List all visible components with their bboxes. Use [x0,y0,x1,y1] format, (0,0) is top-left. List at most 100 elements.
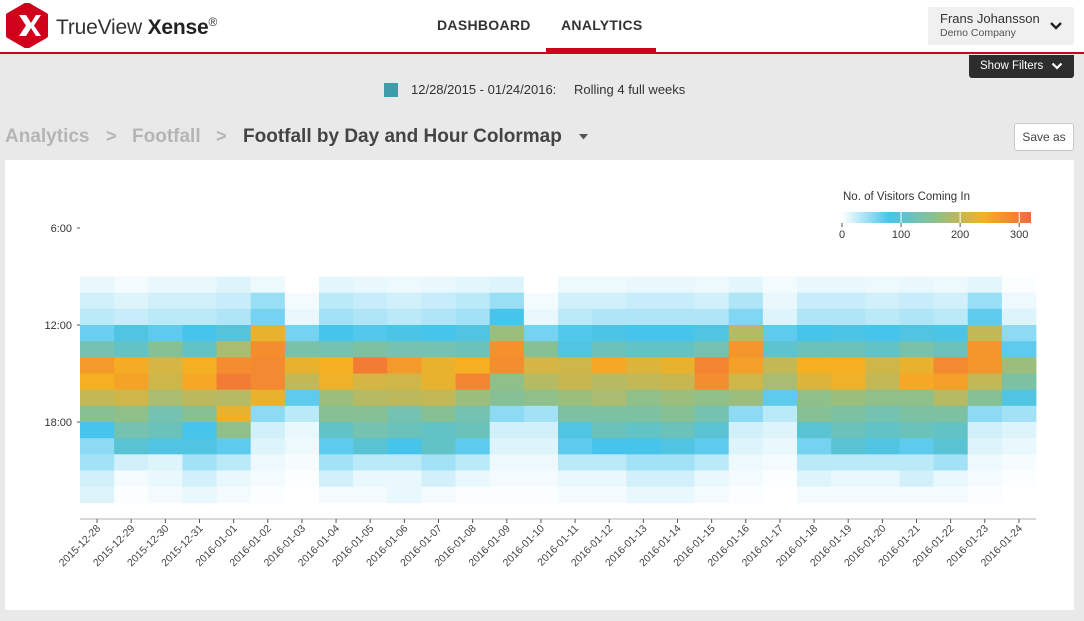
heatmap-cell [319,486,354,504]
heatmap-cell [865,357,900,374]
heatmap-cell [1001,454,1037,471]
heatmap-cell [114,422,149,439]
heatmap-cell [728,292,764,310]
heatmap-cell [284,357,320,374]
y-tick-label: 12:00 [44,320,72,332]
heatmap-cell [797,438,832,455]
heatmap-cell [933,341,969,358]
heatmap-cell [148,357,183,374]
period-range: 12/28/2015 - 01/24/2016: [411,82,557,97]
heatmap-cell [421,373,456,391]
heatmap-cell [455,292,491,310]
heatmap-cell [80,276,115,294]
heatmap-cell [967,486,1003,504]
nav-dashboard[interactable]: DASHBOARD [437,17,531,33]
heatmap-cell [284,486,320,504]
heatmap-cell [489,470,525,488]
heatmap-cell [967,438,1003,455]
heatmap-cell [728,470,764,488]
heatmap-cell [831,422,866,439]
heatmap-cell [182,276,217,294]
show-filters-label: Show Filters [980,60,1044,72]
heatmap-cell [694,389,730,407]
heatmap-cell [933,357,969,374]
heatmap-cell [660,292,695,310]
heatmap-cell [250,438,286,455]
heatmap-cell [353,470,388,488]
save-as-button[interactable]: Save as [1014,123,1074,151]
heatmap-cell [762,470,798,488]
heatmap-cell [558,292,593,310]
heatmap-cell [694,276,730,294]
heatmap-cell [660,422,695,439]
heatmap-cell [831,292,866,310]
heatmap-cell [250,276,286,294]
heatmap-cell [592,422,627,439]
heatmap-cell [216,454,252,471]
breadcrumb-analytics[interactable]: Analytics [5,126,90,147]
heatmap-cell [148,389,183,407]
heatmap-cell [694,357,730,374]
heatmap-cell [592,276,627,294]
heatmap-cell [250,308,286,326]
show-filters-button[interactable]: Show Filters [969,55,1074,78]
heatmap-cell [523,357,559,374]
heatmap-cell [455,438,491,455]
heatmap-cell [558,470,593,488]
heatmap-cell [933,454,969,471]
heatmap-cell [455,357,491,374]
heatmap-cell [592,454,627,471]
heatmap-cell [626,373,661,391]
breadcrumb-footfall[interactable]: Footfall [132,126,201,147]
heatmap-cell [148,373,183,391]
heatmap-cell [523,308,559,326]
heatmap-cell [319,389,354,407]
caret-down-icon[interactable] [579,134,588,140]
chart-panel: 6:00 12:00 18:00 2015-12-28 2015-12-29 2015-1… [5,160,1074,610]
heatmap-cell [421,341,456,358]
heatmap-cell [728,308,764,326]
heatmap-cell [284,454,320,471]
nav-analytics[interactable]: ANALYTICS [561,17,643,33]
heatmap-cell [933,308,969,326]
heatmap-cell [489,325,525,342]
heatmap-cell [592,308,627,326]
heatmap-cell [216,486,252,504]
y-tick-label: 18:00 [44,417,72,429]
heatmap-cell [489,276,525,294]
heatmap-cell [899,325,934,342]
heatmap-cell [1001,325,1037,342]
heatmap-cell [728,405,764,423]
heatmap-cell [592,341,627,358]
heatmap-cell [933,292,969,310]
heatmap-cell [216,389,252,407]
heatmap-cell [865,438,900,455]
heatmap-cell [626,422,661,439]
user-name: Frans Johansson [940,11,1040,26]
heatmap-cell [455,470,491,488]
heatmap-cell [899,341,934,358]
heatmap-cell [865,486,900,504]
heatmap-cell [626,438,661,455]
heatmap-cell [80,454,115,471]
heatmap-cell [694,470,730,488]
heatmap-cell [899,454,934,471]
heatmap-cell [626,357,661,374]
heatmap-cell [728,341,764,358]
heatmap-cell [182,422,217,439]
heatmap-cell [421,422,456,439]
heatmap-cell [865,341,900,358]
heatmap-cell [762,325,798,342]
heatmap-cell [114,341,149,358]
heatmap-cell [455,389,491,407]
x-logo-icon[interactable] [5,2,49,49]
heatmap-cell [558,405,593,423]
heatmap-cell [284,308,320,326]
heatmap-cell [592,389,627,407]
heatmap-cell [626,405,661,423]
user-menu[interactable]: Frans Johansson Demo Company [928,7,1074,45]
heatmap-cell [216,373,252,391]
heatmap-cell [523,405,559,423]
heatmap-cell [831,276,866,294]
heatmap-cell [353,292,388,310]
